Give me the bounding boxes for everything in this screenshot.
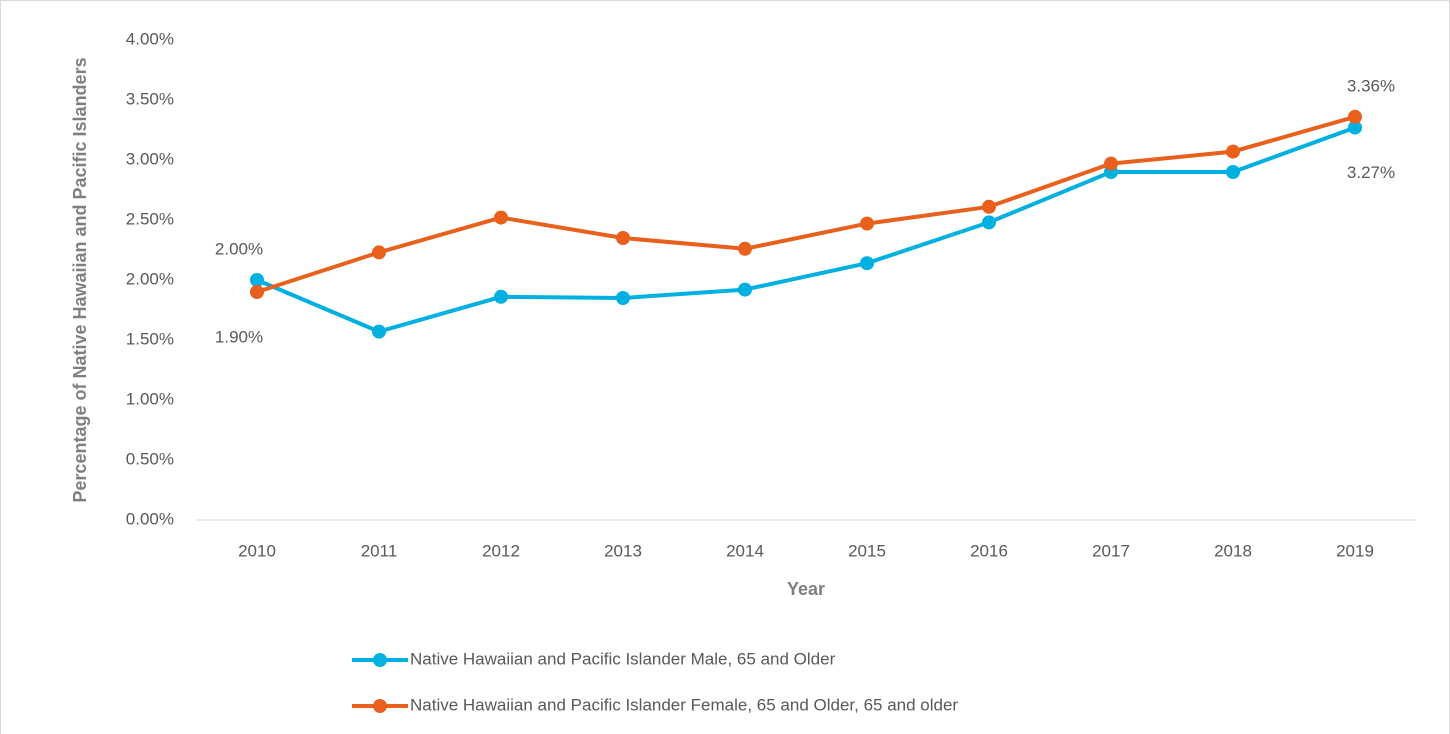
x-tick-label: 2018 — [1214, 541, 1252, 560]
x-tick-label: 2014 — [726, 541, 764, 560]
legend-label: Native Hawaiian and Pacific Islander Mal… — [410, 649, 836, 668]
y-tick-label: 1.50% — [126, 329, 174, 348]
data-point — [860, 216, 874, 231]
data-point — [494, 289, 508, 304]
y-tick-label: 3.00% — [126, 149, 174, 168]
x-tick-label: 2017 — [1092, 541, 1130, 560]
data-label: 2.00% — [215, 239, 263, 258]
data-point — [982, 215, 996, 230]
x-tick-label: 2016 — [970, 541, 1008, 560]
data-label: 1.90% — [215, 327, 263, 346]
data-point — [1104, 156, 1118, 171]
data-point — [494, 210, 508, 225]
legend-marker — [373, 653, 387, 667]
data-point — [1226, 144, 1240, 159]
data-point — [738, 282, 752, 297]
series-line — [256, 114, 1356, 294]
legend-marker — [373, 699, 387, 713]
data-point — [1226, 165, 1240, 179]
data-point — [616, 291, 630, 305]
x-tick-label: 2019 — [1336, 541, 1374, 560]
x-axis-label: Year — [787, 579, 825, 599]
data-point — [372, 324, 386, 339]
data-point — [860, 256, 874, 271]
data-point — [616, 231, 630, 245]
data-point — [1348, 109, 1362, 124]
x-tick-label: 2012 — [482, 541, 520, 560]
data-point — [1348, 120, 1362, 135]
x-tick-label: 2015 — [848, 541, 886, 560]
y-tick-label: 0.50% — [126, 449, 174, 468]
data-label: 3.36% — [1347, 76, 1395, 95]
x-tick-label: 2011 — [361, 541, 398, 560]
data-point — [982, 199, 996, 214]
data-point — [250, 285, 264, 299]
data-label: 3.27% — [1347, 163, 1395, 182]
x-tick-label: 2010 — [238, 541, 276, 560]
y-axis-label: Percentage of Native Hawaiian and Pacifi… — [70, 57, 90, 503]
x-tick-label: 2013 — [604, 541, 642, 560]
data-point — [738, 241, 752, 256]
series-line — [256, 125, 1356, 334]
y-tick-label: 4.00% — [126, 29, 174, 48]
data-point — [250, 273, 264, 287]
y-tick-label: 2.00% — [126, 269, 174, 288]
data-point — [372, 245, 386, 260]
y-tick-label: 1.00% — [126, 389, 174, 408]
y-tick-label: 0.00% — [126, 509, 174, 528]
y-tick-label: 3.50% — [126, 89, 174, 108]
y-tick-label: 2.50% — [126, 209, 174, 228]
legend-label: Native Hawaiian and Pacific Islander Fem… — [410, 695, 958, 714]
